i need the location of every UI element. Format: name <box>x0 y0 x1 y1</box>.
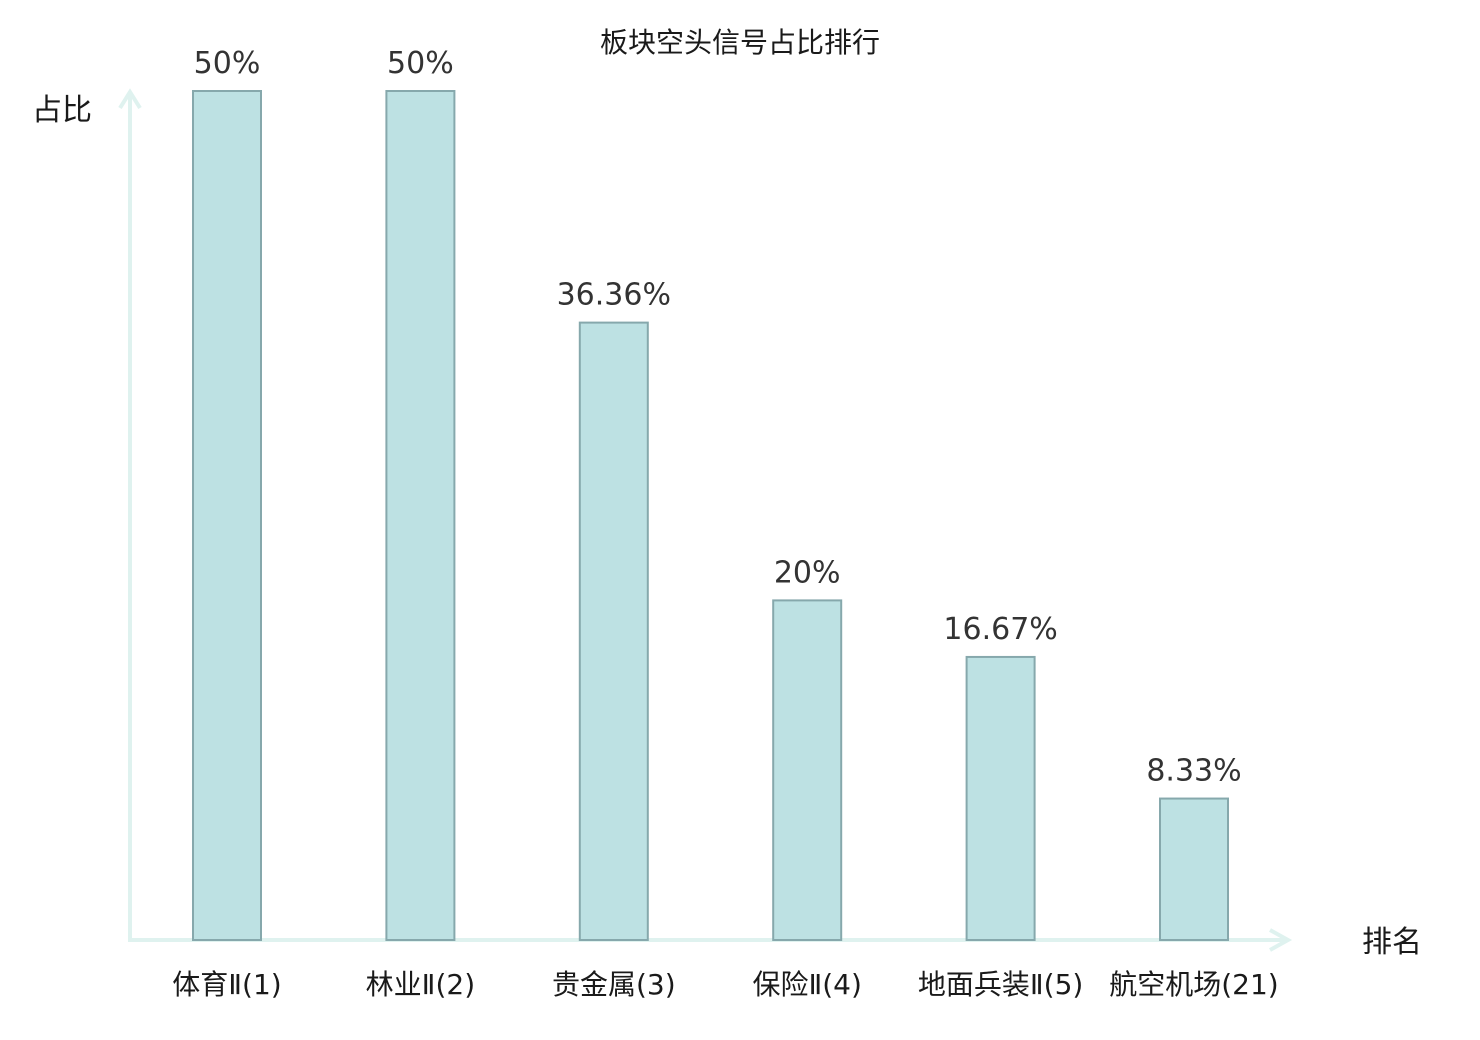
x-axis-arrow-icon <box>1269 928 1293 952</box>
category-label-4: 保险Ⅱ(4) <box>752 968 861 1001</box>
value-label-3: 36.36% <box>557 278 671 313</box>
bar-6 <box>1159 797 1229 941</box>
category-labels-group: 体育Ⅱ(1) 林业Ⅱ(2) 贵金属(3) 保险Ⅱ(4) 地面兵装Ⅱ(5) 航空机场(21) <box>172 968 1278 1001</box>
chart-title: 板块空头信号占比排行 <box>600 26 880 59</box>
value-label-2: 50% <box>387 46 454 81</box>
bar-1 <box>192 90 262 941</box>
bar-4 <box>772 599 843 942</box>
y-axis-arrow-icon <box>118 88 142 110</box>
x-axis-label: 排名 <box>1362 925 1422 960</box>
category-label-5: 地面兵装Ⅱ(5) <box>918 968 1083 1001</box>
category-label-1: 体育Ⅱ(1) <box>172 968 281 1001</box>
category-label-6: 航空机场(21) <box>1109 968 1278 1001</box>
bar-2 <box>385 90 456 941</box>
value-label-1: 50% <box>194 46 261 81</box>
value-labels-group: 50% 50% 36.36% 20% 16.67% 8.33% <box>194 46 1242 789</box>
bar-3 <box>578 321 649 942</box>
value-label-4: 20% <box>774 555 841 590</box>
category-label-2: 林业Ⅱ(2) <box>366 968 475 1001</box>
category-label-3: 贵金属(3) <box>552 968 676 1001</box>
value-label-5: 16.67% <box>943 612 1057 647</box>
bar-5 <box>965 655 1036 942</box>
value-label-6: 8.33% <box>1146 754 1241 789</box>
bars-group <box>192 90 1229 942</box>
y-axis-label: 占比 <box>32 93 92 128</box>
